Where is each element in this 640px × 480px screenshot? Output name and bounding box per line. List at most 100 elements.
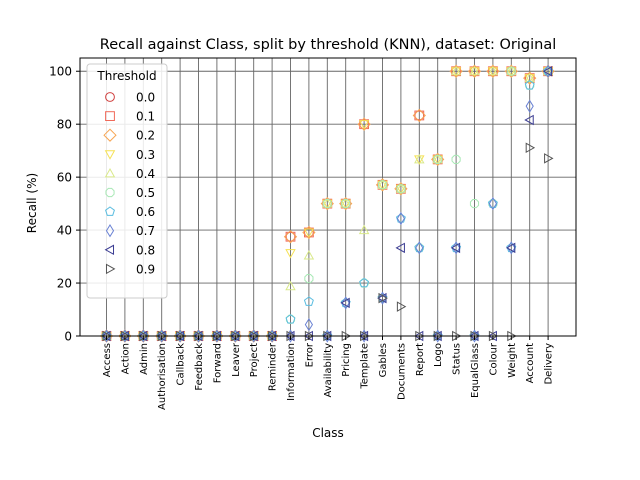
- data-point: [340, 297, 350, 309]
- legend-label: 0.5: [136, 186, 155, 200]
- data-point: [470, 329, 479, 343]
- data-point: [432, 153, 443, 164]
- x-tick-label: EqualGlass: [470, 343, 481, 398]
- data-point: [505, 242, 516, 254]
- legend-label: 0.1: [136, 110, 155, 124]
- x-tick-label: Feedback: [194, 343, 205, 391]
- x-tick-label: Report: [415, 343, 426, 376]
- legend-marker: [105, 92, 115, 102]
- x-axis: Access Action Admin Authorisation Callback Fe…: [102, 336, 555, 410]
- data-point: [433, 329, 442, 343]
- legend-item: 0.9: [105, 262, 155, 276]
- legend-item: 0.0: [105, 91, 155, 105]
- data-point: [543, 64, 553, 78]
- legend-item: 0.3: [104, 148, 155, 162]
- legend-item: 0.6: [105, 205, 155, 219]
- x-tick-label: Gables: [378, 343, 389, 377]
- data-point: [285, 280, 296, 291]
- legend-label: 0.4: [136, 167, 155, 181]
- x-tick-label: Admin: [139, 343, 150, 375]
- legend-item: 0.8: [104, 243, 155, 257]
- legend-label: 0.7: [136, 224, 155, 238]
- data-point: [487, 65, 499, 76]
- data-point: [283, 230, 298, 244]
- data-point: [322, 199, 332, 209]
- data-point: [377, 180, 388, 190]
- y-tick-label: 0: [64, 330, 72, 344]
- data-point: [322, 198, 333, 208]
- plot-frame: [79, 57, 577, 337]
- data-point: [303, 296, 314, 306]
- x-tick-label: Availability: [323, 343, 334, 398]
- data-point: [415, 241, 424, 255]
- x-tick-label: Error: [304, 342, 315, 367]
- data-point: [120, 329, 130, 343]
- data-point: [451, 154, 461, 164]
- legend-item: 0.4: [104, 167, 155, 181]
- data-point: [303, 228, 315, 238]
- legend-item: 0.2: [103, 128, 155, 143]
- data-point: [395, 242, 405, 254]
- data-point: [157, 329, 166, 343]
- data-point: [231, 329, 240, 343]
- y-tick-label: 40: [57, 224, 72, 238]
- chart-title: Recall against Class, split by threshold…: [100, 37, 556, 53]
- y-axis: 0 20 40 60 80 100: [49, 65, 80, 344]
- legend-label: 0.2: [136, 129, 155, 143]
- data-point: [285, 314, 296, 324]
- data-point: [304, 273, 314, 284]
- legend: Threshold 0.0 0.1 0.2 0.3 0.4 0.5 0.6 0.7 0.8 0.9: [86, 63, 168, 299]
- x-tick-label: Documents: [396, 343, 407, 400]
- x-tick-label: Forward: [212, 343, 223, 383]
- x-tick-label: Weight: [507, 343, 518, 378]
- data-point: [414, 242, 425, 253]
- data-point: [303, 250, 315, 260]
- data-point: [396, 184, 406, 194]
- x-tick-label: Authorisation: [157, 343, 168, 410]
- legend-marker: [105, 263, 116, 275]
- data-point: [450, 242, 461, 254]
- x-tick-label: Project: [249, 343, 260, 377]
- legend-item: 0.1: [105, 110, 155, 124]
- data-point: [451, 241, 461, 255]
- data-point: [341, 199, 351, 209]
- data-point: [249, 329, 258, 343]
- data-point: [359, 277, 370, 288]
- data-point: [194, 329, 203, 343]
- data-point: [524, 114, 534, 126]
- data-point: [488, 196, 498, 211]
- data-point: [469, 65, 480, 76]
- y-axis-label: Recall (%): [25, 173, 39, 233]
- legend-box: [86, 63, 168, 299]
- x-axis-label: Class: [312, 426, 344, 440]
- legend-label: 0.9: [136, 262, 155, 276]
- x-tick-label: Information: [286, 343, 297, 401]
- x-tick-label: Access: [102, 343, 113, 377]
- data-point: [323, 329, 332, 343]
- legend-marker: [105, 206, 115, 216]
- legend-marker: [104, 150, 116, 160]
- data-point: [396, 301, 407, 312]
- data-point: [524, 80, 535, 90]
- x-tick-label: Template: [360, 343, 371, 390]
- series-0.7: [102, 64, 553, 343]
- data-point: [212, 329, 222, 343]
- data-point: [267, 329, 277, 343]
- x-tick-label: Status: [452, 343, 463, 375]
- legend-label: 0.8: [136, 243, 155, 257]
- x-tick-label: Action: [120, 343, 131, 374]
- x-tick-label: Colour: [488, 342, 499, 375]
- data-point: [285, 231, 296, 242]
- data-point: [340, 198, 351, 208]
- data-point: [469, 199, 480, 209]
- y-tick-label: 20: [57, 277, 72, 291]
- x-tick-label: Reminder: [268, 342, 279, 391]
- data-point: [506, 65, 517, 76]
- legend-marker: [105, 187, 115, 198]
- legend-marker: [104, 167, 116, 178]
- legend-title: Threshold: [96, 69, 156, 83]
- x-tick-label: Delivery: [544, 343, 555, 385]
- data-point: [359, 329, 369, 343]
- legend-item: 0.7: [105, 224, 155, 238]
